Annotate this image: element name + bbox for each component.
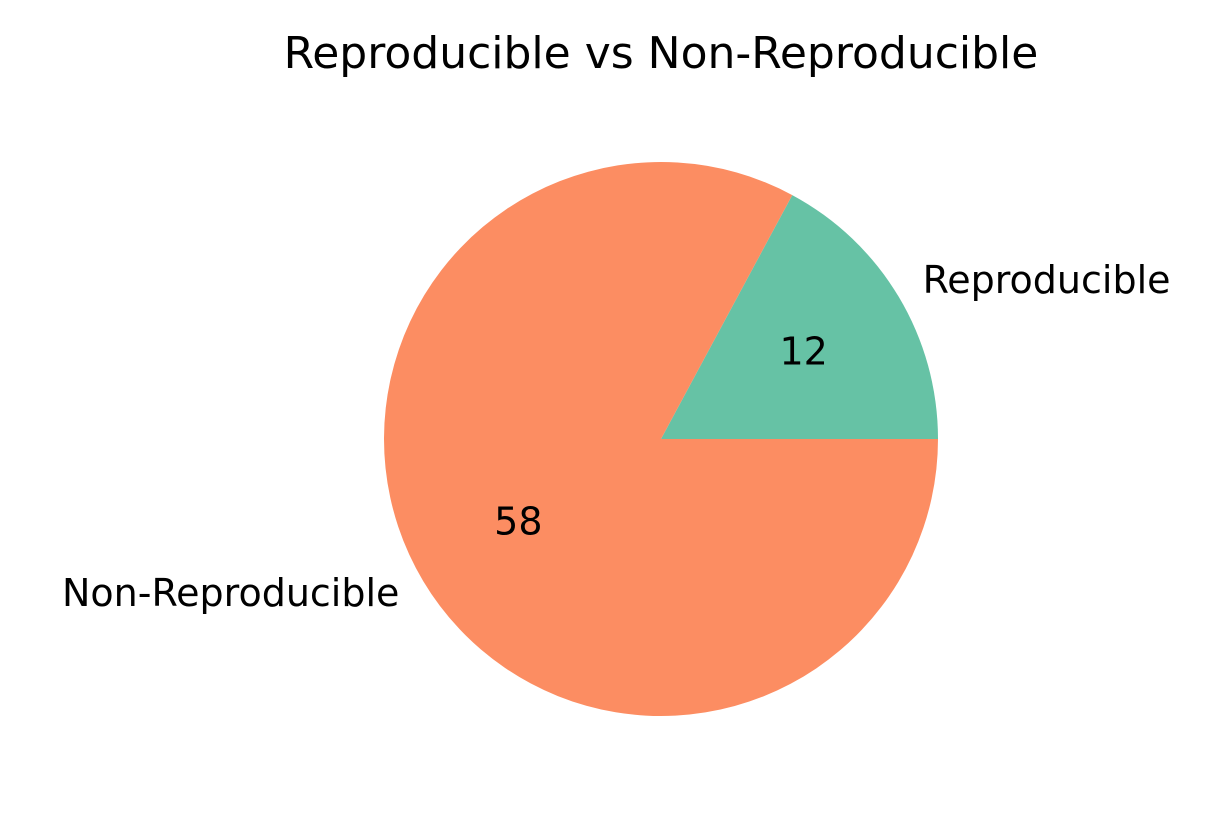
slice-value-reproducible: 12 <box>779 329 827 373</box>
slice-label-non-reproducible: Non-Reproducible <box>62 571 399 615</box>
pie-slices <box>383 162 938 717</box>
slice-label-reproducible: Reproducible <box>923 258 1171 302</box>
chart-title: Reproducible vs Non-Reproducible <box>284 28 1039 79</box>
pie-slice-non-reproducible <box>383 162 938 717</box>
pie-labels: Reproducible 12 Non-Reproducible 58 <box>62 258 1171 615</box>
slice-value-non-reproducible: 58 <box>494 500 542 544</box>
pie-slice-reproducible <box>661 195 938 439</box>
